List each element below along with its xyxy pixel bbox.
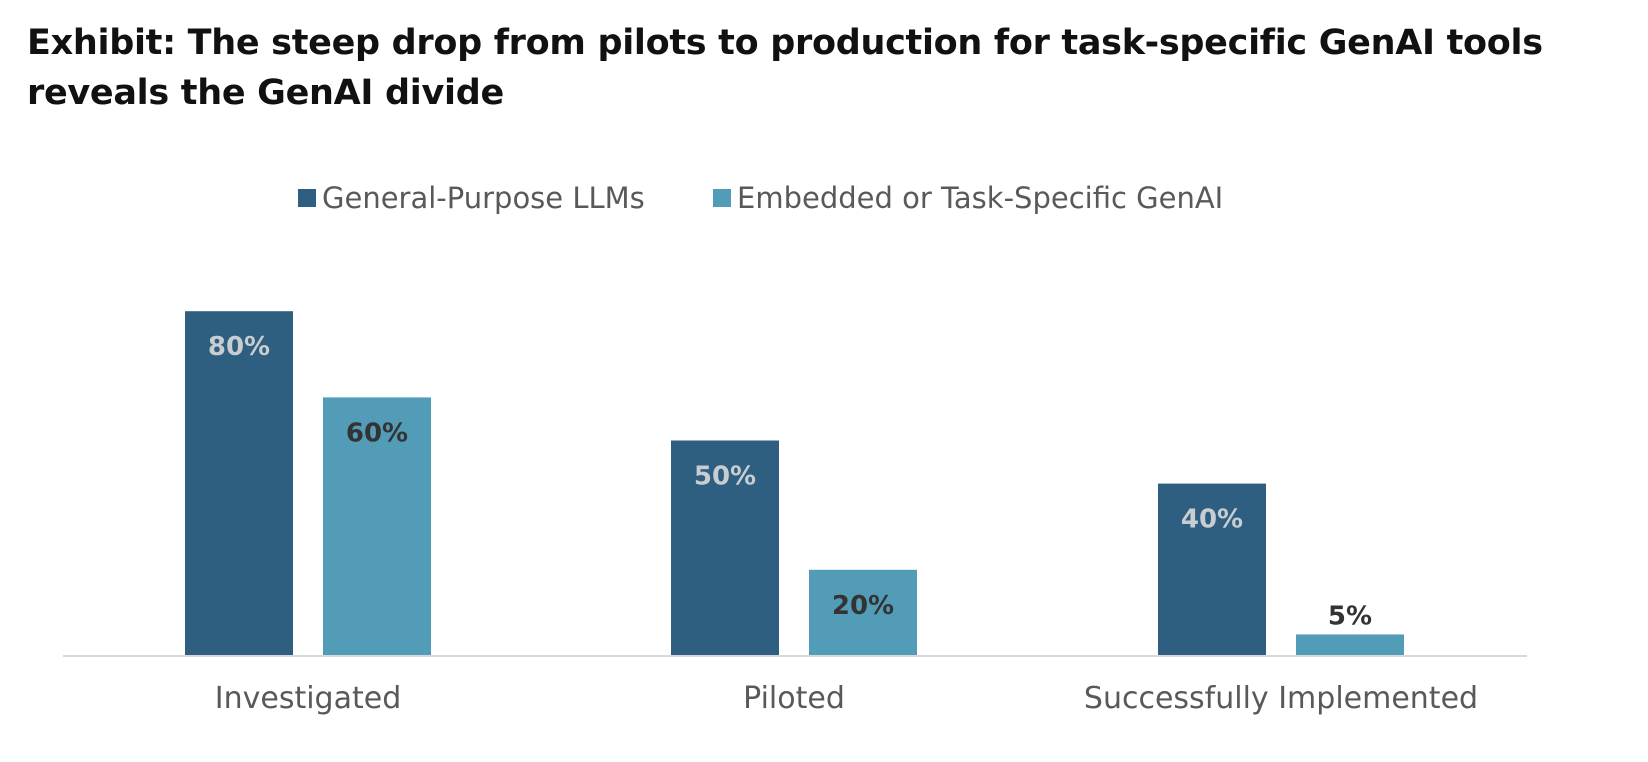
chart-legend: General-Purpose LLMs Embedded or Task-Sp… <box>0 176 1648 220</box>
bar-labels-group: 80% 60% 50% 20% 40% 5% <box>208 332 1372 631</box>
category-label-successfully-implemented: Successfully Implemented <box>1084 681 1478 716</box>
legend-label-general-purpose: General-Purpose LLMs <box>322 181 645 215</box>
category-label-piloted: Piloted <box>743 681 845 716</box>
legend-item-general-purpose: General-Purpose LLMs <box>298 176 645 220</box>
data-label-general-purpose-llms-successfully-implemented: 40% <box>1181 505 1243 535</box>
bar-general-purpose-llms-successfully-implemented <box>1158 483 1266 656</box>
bar-embedded-or-task-specific-genai-successfully-implemented <box>1296 634 1404 656</box>
category-label-investigated: Investigated <box>215 681 402 716</box>
bars-group <box>185 311 1404 656</box>
data-label-general-purpose-llms-investigated: 80% <box>208 332 270 362</box>
legend-item-task-specific: Embedded or Task-Specific GenAI <box>713 176 1223 220</box>
data-label-embedded-or-task-specific-genai-investigated: 60% <box>346 418 408 448</box>
data-label-embedded-or-task-specific-genai-piloted: 20% <box>832 591 894 621</box>
chart-title: Exhibit: The steep drop from pilots to p… <box>27 23 1543 113</box>
bar-general-purpose-llms-investigated <box>185 311 293 656</box>
data-label-embedded-or-task-specific-genai-successfully-implemented: 5% <box>1328 601 1372 631</box>
bar-general-purpose-llms-piloted <box>671 440 779 656</box>
category-labels-group: Investigated Piloted Successfully Implemen… <box>215 681 1478 716</box>
data-label-general-purpose-llms-piloted: 50% <box>694 462 756 492</box>
bar-embedded-or-task-specific-genai-piloted <box>809 569 917 656</box>
legend-label-task-specific: Embedded or Task-Specific GenAI <box>737 181 1224 215</box>
legend-swatch-general-purpose <box>298 189 316 207</box>
legend-swatch-task-specific <box>713 189 731 207</box>
bar-embedded-or-task-specific-genai-investigated <box>323 397 431 656</box>
